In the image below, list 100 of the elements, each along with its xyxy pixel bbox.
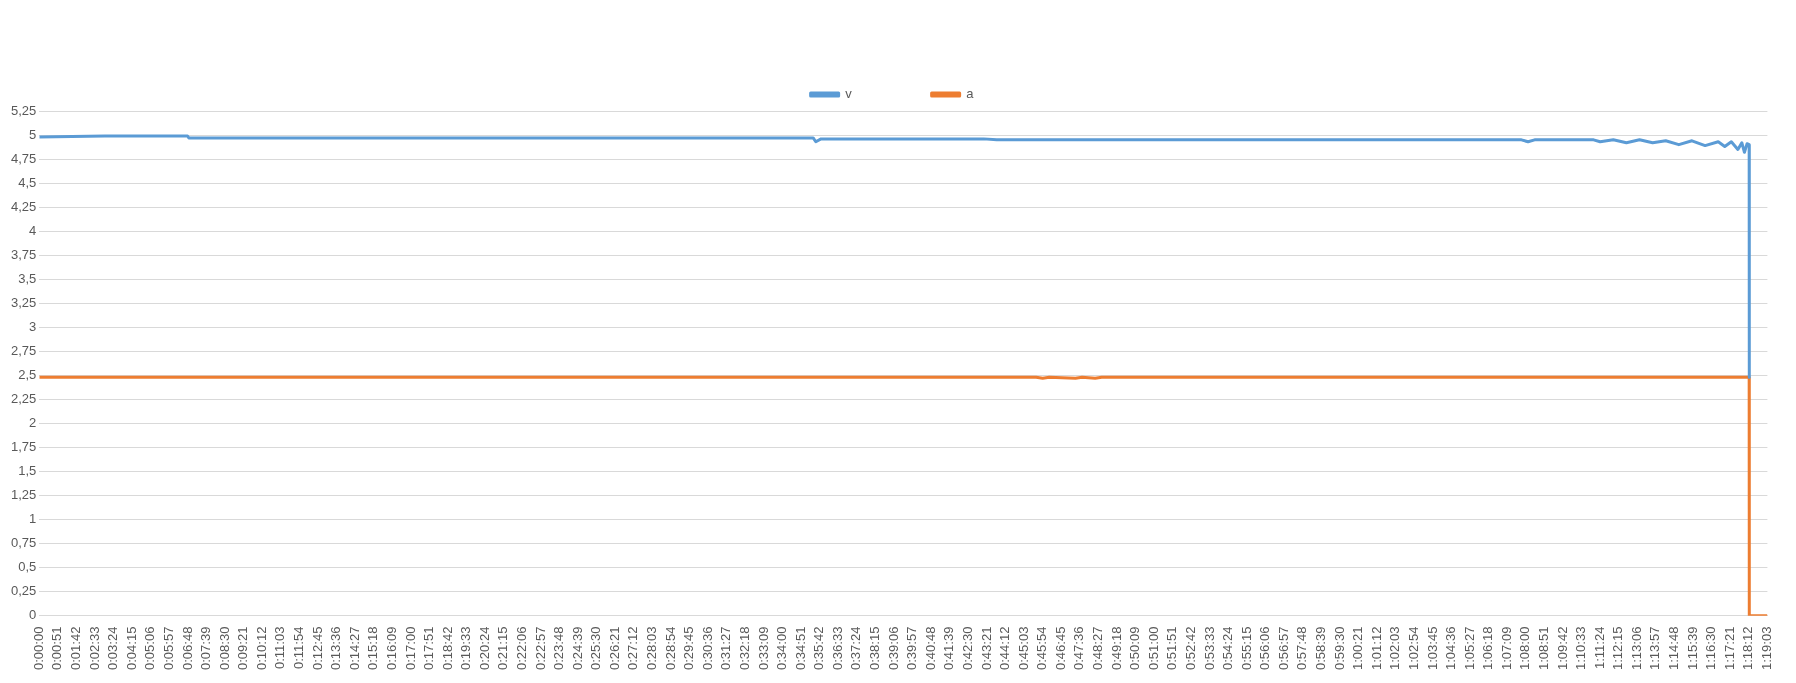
x-tick-label: 0:51:00 [1145, 626, 1161, 670]
x-tick-label: 0:10:12 [253, 626, 269, 670]
x-tick-label: 1:08:51 [1536, 626, 1551, 670]
y-tick-label: 1,25 [10, 487, 37, 503]
x-tick-label: 1:04:36 [1443, 626, 1459, 670]
x-tick-label: 0:57:48 [1294, 626, 1310, 670]
x-tick-label: 0:51:51 [1164, 626, 1180, 670]
x-tick-label: 0:00:51 [49, 626, 65, 670]
x-tick-label: 1:09:42 [1554, 626, 1570, 670]
y-tick-label: 2,25 [10, 390, 37, 406]
x-tick-label: 0:55:15 [1238, 626, 1254, 670]
x-tick-label: 0:45:03 [1015, 626, 1031, 670]
x-tick-label: 0:33:09 [755, 626, 771, 670]
x-tick-label: 1:02:03 [1387, 626, 1403, 670]
x-tick-label: 1:14:48 [1666, 626, 1682, 670]
x-tick-label: 0:39:57 [904, 626, 920, 670]
x-tick-label: 0:02:33 [86, 626, 102, 670]
x-tick-label: 0:53:33 [1201, 626, 1217, 670]
y-tick-label: 4,25 [10, 198, 37, 214]
legend-label: v [845, 86, 853, 102]
x-tick-label: 1:11:24 [1591, 626, 1607, 670]
x-tick-label: 1:16:30 [1703, 626, 1719, 670]
y-tick-label: 3,5 [18, 270, 37, 286]
x-tick-label: 0:24:39 [569, 626, 585, 670]
x-tick-label: 0:00:00 [30, 626, 46, 670]
x-tick-label: 0:18:42 [439, 626, 455, 670]
x-tick-label: 0:34:51 [792, 626, 808, 670]
x-tick-label: 0:56:57 [1275, 626, 1291, 670]
x-tick-label: 1:05:27 [1461, 626, 1477, 670]
x-tick-label: 1:07:09 [1498, 626, 1514, 670]
x-tick-label: 1:06:18 [1480, 626, 1496, 670]
x-tick-label: 0:22:57 [532, 626, 548, 670]
x-tick-label: 1:00:21 [1350, 626, 1366, 670]
y-tick-label: 4,75 [10, 150, 37, 166]
x-tick-label: 0:44:12 [997, 626, 1013, 670]
x-tick-label: 0:39:06 [885, 626, 901, 670]
y-tick-label: 1 [29, 511, 37, 527]
x-tick-label: 0:41:39 [941, 626, 957, 670]
x-tick-label: 0:54:24 [1220, 626, 1236, 670]
x-tick-label: 0:22:06 [514, 626, 529, 670]
y-tick-label: 2,75 [10, 342, 37, 358]
x-tick-label: 0:13:36 [328, 626, 344, 670]
x-tick-label: 0:17:00 [402, 626, 418, 670]
x-tick-label: 0:40:48 [922, 626, 938, 670]
x-tick-label: 0:11:54 [291, 626, 307, 670]
x-tick-label: 0:42:30 [959, 626, 975, 670]
x-tick-label: 0:35:42 [811, 626, 827, 670]
x-tick-label: 0:07:39 [198, 626, 214, 670]
y-tick-label: 5 [29, 126, 37, 142]
x-tick-label: 0:28:54 [662, 626, 678, 670]
x-tick-label: 0:01:42 [68, 626, 84, 670]
x-tick-label: 0:36:33 [829, 626, 845, 670]
y-tick-label: 3,75 [10, 246, 37, 262]
y-tick-label: 0,5 [18, 559, 37, 575]
x-tick-label: 0:43:21 [978, 626, 994, 670]
x-tick-label: 0:50:09 [1127, 626, 1143, 670]
y-tick-label: 4,5 [18, 174, 37, 190]
x-tick-label: 0:52:42 [1182, 626, 1198, 670]
x-tick-label: 0:03:24 [105, 626, 121, 670]
y-tick-label: 3 [29, 318, 37, 334]
x-tick-label: 0:12:45 [309, 626, 325, 670]
x-tick-label: 1:15:39 [1684, 626, 1700, 670]
x-tick-label: 0:38:15 [867, 626, 883, 670]
x-tick-label: 1:08:00 [1517, 626, 1533, 670]
x-tick-label: 0:48:27 [1090, 626, 1106, 670]
y-tick-label: 2,5 [18, 366, 37, 382]
y-tick-label: 0 [29, 607, 37, 623]
x-tick-label: 0:58:39 [1313, 626, 1329, 670]
x-tick-label: 0:09:21 [235, 626, 251, 670]
x-tick-label: 0:06:48 [179, 626, 195, 670]
y-tick-label: 0,25 [10, 583, 37, 599]
x-tick-label: 0:08:30 [216, 626, 232, 670]
x-tick-label: 1:17:21 [1721, 626, 1737, 670]
x-tick-label: 0:59:30 [1331, 626, 1347, 670]
y-tick-label: 1,75 [10, 439, 37, 454]
x-tick-label: 0:05:06 [142, 626, 158, 670]
x-tick-label: 1:10:33 [1573, 626, 1589, 670]
legend-label: a [966, 86, 975, 102]
y-tick-label: 5,25 [10, 102, 37, 118]
x-tick-label: 0:25:30 [588, 626, 604, 670]
x-tick-label: 0:19:33 [458, 626, 474, 670]
x-tick-label: 0:37:24 [848, 626, 864, 670]
x-tick-label: 0:16:09 [383, 626, 399, 670]
x-tick-label: 1:13:06 [1628, 626, 1644, 670]
x-tick-label: 1:01:12 [1368, 626, 1384, 670]
x-tick-label: 0:23:48 [551, 626, 567, 670]
x-tick-label: 0:30:36 [699, 626, 715, 670]
x-tick-label: 0:04:15 [123, 626, 139, 670]
x-tick-label: 0:27:12 [625, 626, 641, 670]
x-tick-label: 0:34:00 [774, 626, 790, 670]
x-tick-label: 1:02:54 [1405, 626, 1421, 670]
x-tick-label: 0:32:18 [736, 626, 752, 670]
x-tick-label: 1:03:45 [1424, 626, 1440, 670]
x-tick-label: 0:49:18 [1108, 626, 1124, 670]
y-tick-label: 4 [29, 222, 37, 238]
x-tick-label: 0:56:06 [1257, 626, 1273, 670]
x-tick-label: 0:15:18 [365, 626, 381, 670]
x-tick-label: 0:17:51 [421, 626, 437, 670]
y-tick-label: 3,25 [10, 294, 37, 310]
x-tick-label: 0:31:27 [718, 626, 734, 670]
